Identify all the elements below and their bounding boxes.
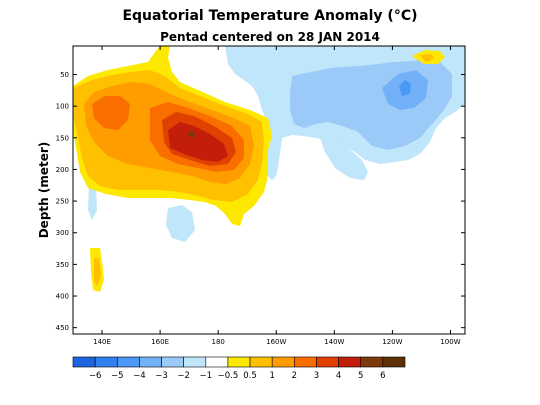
- colorbar-tick-label: 0.5: [243, 371, 257, 381]
- colorbar-swatch: [183, 356, 207, 368]
- plot-frame: [72, 45, 466, 335]
- x-tick-label: 140E: [93, 338, 111, 346]
- y-tick-label: 350: [56, 261, 69, 269]
- x-tick-label: 100W: [440, 338, 460, 346]
- colorbar-swatch: [316, 356, 339, 368]
- x-tick-label: 120W: [382, 338, 402, 346]
- colorbar-swatch: [139, 356, 162, 368]
- colorbar: −6 −5 −4 −3 −2 −1 −0.5 0.5 1 2 3 4 5 6: [72, 356, 406, 381]
- anomaly-field: [73, 46, 465, 334]
- colorbar-swatch: [116, 356, 140, 368]
- colorbar-swatch: [382, 356, 406, 368]
- colorbar-swatch: [294, 356, 317, 368]
- colorbar-swatch: [72, 356, 96, 368]
- colorbar-swatch: [249, 356, 273, 368]
- colorbar-swatch: [338, 356, 362, 368]
- cool-core: [399, 80, 411, 96]
- chart-subtitle: Pentad centered on 28 JAN 2014: [160, 30, 380, 44]
- x-axis-ticks: 140E 160E 180 160W 140W 120W 100W: [93, 46, 461, 346]
- chart-title: Equatorial Temperature Anomaly (°C): [122, 8, 417, 24]
- colorbar-tick-label: −1: [200, 371, 213, 381]
- warm-patch-deep-core: [94, 258, 101, 286]
- y-tick-label: 250: [56, 198, 69, 206]
- x-tick-label: 160W: [266, 338, 286, 346]
- y-tick-label: 400: [56, 293, 69, 301]
- warm-core: [168, 122, 228, 162]
- colorbar-swatch: [161, 356, 184, 368]
- cool-patch-south: [166, 205, 195, 242]
- x-tick-label: 140W: [324, 338, 344, 346]
- colorbar-tick-label: 1: [269, 371, 274, 381]
- y-tick-label: 200: [56, 166, 69, 174]
- colorbar-tick-label: −3: [155, 371, 168, 381]
- colorbar-swatch: [360, 356, 384, 368]
- colorbar-tick-label: 5: [358, 371, 363, 381]
- warm-core-peak: [187, 131, 196, 138]
- cool-patch-west: [88, 186, 97, 220]
- colorbar-tick-label: −5: [111, 371, 124, 381]
- y-tick-label: 150: [56, 134, 69, 142]
- colorbar-swatch: [271, 356, 295, 368]
- colorbar-swatch: [205, 356, 229, 368]
- colorbar-tick-label: −6: [89, 371, 102, 381]
- x-tick-label: 180: [211, 338, 224, 346]
- colorbar-tick-label: 6: [380, 371, 385, 381]
- colorbar-swatch: [94, 356, 118, 368]
- y-tick-label: 50: [60, 71, 69, 79]
- warm-region-3-west: [92, 96, 130, 130]
- x-tick-label: 160E: [151, 338, 169, 346]
- colorbar-tick-label: 3: [314, 371, 319, 381]
- colorbar-tick-label: −2: [177, 371, 190, 381]
- colorbar-tick-label: 2: [292, 371, 297, 381]
- colorbar-tick-label: −4: [133, 371, 146, 381]
- warm-patch-east-core: [420, 54, 434, 62]
- y-tick-label: 450: [56, 324, 69, 332]
- colorbar-tick-label: 4: [336, 371, 341, 381]
- y-axis-ticks: 50 100 150 200 250 300 350 400 450: [56, 71, 465, 332]
- cool-patch-east: [268, 136, 282, 180]
- colorbar-tick-label: −0.5: [218, 371, 239, 381]
- y-tick-label: 300: [56, 229, 69, 237]
- cool-region-tongue: [320, 138, 368, 180]
- colorbar-swatch: [227, 356, 251, 368]
- y-axis-label: Depth (meter): [37, 142, 51, 239]
- y-tick-label: 100: [56, 103, 69, 111]
